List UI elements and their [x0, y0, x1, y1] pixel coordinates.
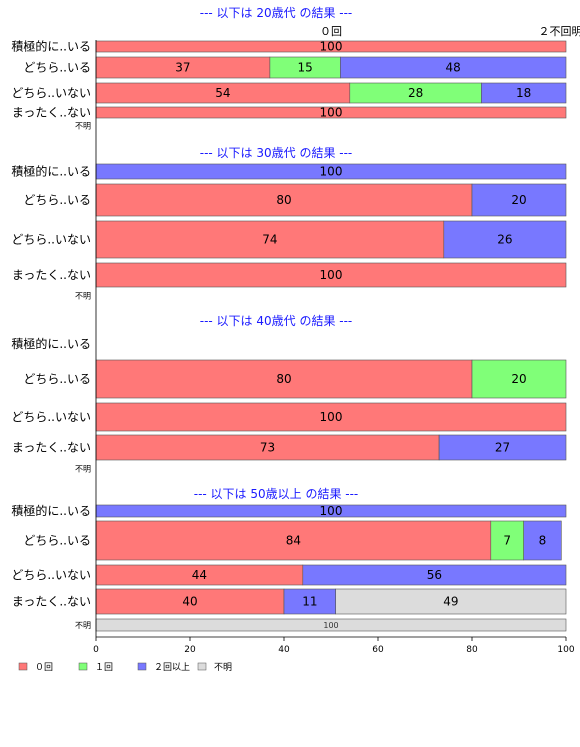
- data-label: 100: [320, 268, 343, 282]
- bar-segment: [302, 564, 567, 586]
- category-label: どちら..いる: [23, 61, 91, 75]
- data-label: 80: [276, 372, 291, 386]
- category-label: まったく..ない: [12, 595, 91, 609]
- bar-segment: [443, 220, 567, 259]
- data-label: 100: [320, 504, 343, 518]
- bar-segment: [95, 359, 473, 399]
- category-label: 不明: [75, 292, 91, 301]
- category-label: どちら..いない: [11, 568, 91, 582]
- x-tick-label: 60: [372, 645, 384, 655]
- data-label: 100: [320, 106, 343, 120]
- bar-segment: [95, 183, 473, 217]
- category-label: どちら..いる: [23, 193, 91, 207]
- category-label: 積極的に..いる: [11, 503, 91, 518]
- data-label: 11: [302, 595, 317, 609]
- category-label: 不明: [75, 621, 91, 630]
- category-label: どちら..いる: [23, 534, 91, 548]
- data-label: 28: [408, 86, 423, 100]
- data-label: 54: [215, 86, 230, 100]
- data-label: 73: [260, 441, 275, 455]
- legend-swatch: [137, 662, 147, 671]
- data-label: 26: [497, 233, 512, 247]
- data-label: 27: [495, 441, 510, 455]
- data-label: 100: [320, 40, 343, 54]
- bar-segment: [523, 520, 562, 561]
- data-label: 20: [511, 372, 526, 386]
- bar-segment: [340, 56, 567, 79]
- data-label: 49: [443, 595, 458, 609]
- x-tick-label: 100: [557, 645, 574, 655]
- data-label: 74: [262, 233, 277, 247]
- bar-segment: [471, 359, 567, 399]
- x-tick-label: 80: [466, 645, 478, 655]
- category-label: 積極的に..いる: [11, 164, 91, 179]
- data-label: 100: [320, 410, 343, 424]
- bar-segment: [438, 434, 567, 461]
- category-label: 不明: [75, 465, 91, 474]
- legend-label: 不明: [214, 662, 232, 673]
- data-label: 100: [320, 165, 343, 179]
- data-label: 48: [446, 61, 461, 75]
- bar-segment: [283, 588, 337, 615]
- category-label: どちら..いない: [11, 233, 91, 247]
- data-label: 56: [427, 568, 442, 582]
- bar-segment: [335, 588, 567, 615]
- bar-segment: [95, 588, 285, 615]
- category-label: どちら..いない: [11, 86, 91, 100]
- top-annotation-right: ２不回明上: [539, 25, 580, 38]
- x-tick-label: 20: [184, 645, 196, 655]
- category-label: まったく..ない: [12, 268, 91, 282]
- legend-swatch: [197, 662, 207, 671]
- x-tick-label: 0: [93, 645, 99, 655]
- data-label: 100: [323, 621, 338, 630]
- category-label: 積極的に..いる: [11, 39, 91, 54]
- category-label: 積極的に..いる: [11, 336, 91, 351]
- x-tick-label: 40: [278, 645, 290, 655]
- data-label: 15: [298, 61, 313, 75]
- bar-segment: [471, 183, 567, 217]
- data-label: 18: [516, 86, 531, 100]
- data-label: 8: [539, 534, 547, 548]
- top-annotation-center: ０回: [320, 25, 342, 38]
- bar-segment: [95, 520, 492, 561]
- panel-title-3: --- 以下は 50歳以上 の結果 ---: [194, 487, 359, 501]
- bar-segment: [95, 402, 567, 432]
- bar-segment: [481, 82, 567, 104]
- legend-label: １回: [95, 662, 113, 673]
- legend-label: ０回: [35, 662, 53, 673]
- bar-segment: [490, 520, 524, 561]
- data-label: 20: [511, 193, 526, 207]
- data-label: 80: [276, 193, 291, 207]
- data-label: 7: [503, 534, 511, 548]
- data-label: 40: [182, 595, 197, 609]
- category-label: まったく..ない: [12, 106, 91, 120]
- legend-label: ２回以上: [154, 662, 190, 673]
- category-label: どちら..いる: [23, 372, 91, 386]
- category-label: どちら..いない: [11, 410, 91, 424]
- panel-title-2: --- 以下は 40歳代 の結果 ---: [200, 314, 353, 328]
- legend-swatch: [18, 662, 28, 671]
- bar-segment: [95, 434, 440, 461]
- panel-title-1: --- 以下は 30歳代 の結果 ---: [200, 146, 353, 160]
- panel-title-0: --- 以下は 20歳代 の結果 ---: [200, 6, 353, 20]
- data-label: 37: [175, 61, 190, 75]
- data-label: 44: [192, 568, 207, 582]
- category-label: 不明: [75, 122, 91, 131]
- legend-swatch: [78, 662, 88, 671]
- data-label: 84: [286, 534, 301, 548]
- category-label: まったく..ない: [12, 441, 91, 455]
